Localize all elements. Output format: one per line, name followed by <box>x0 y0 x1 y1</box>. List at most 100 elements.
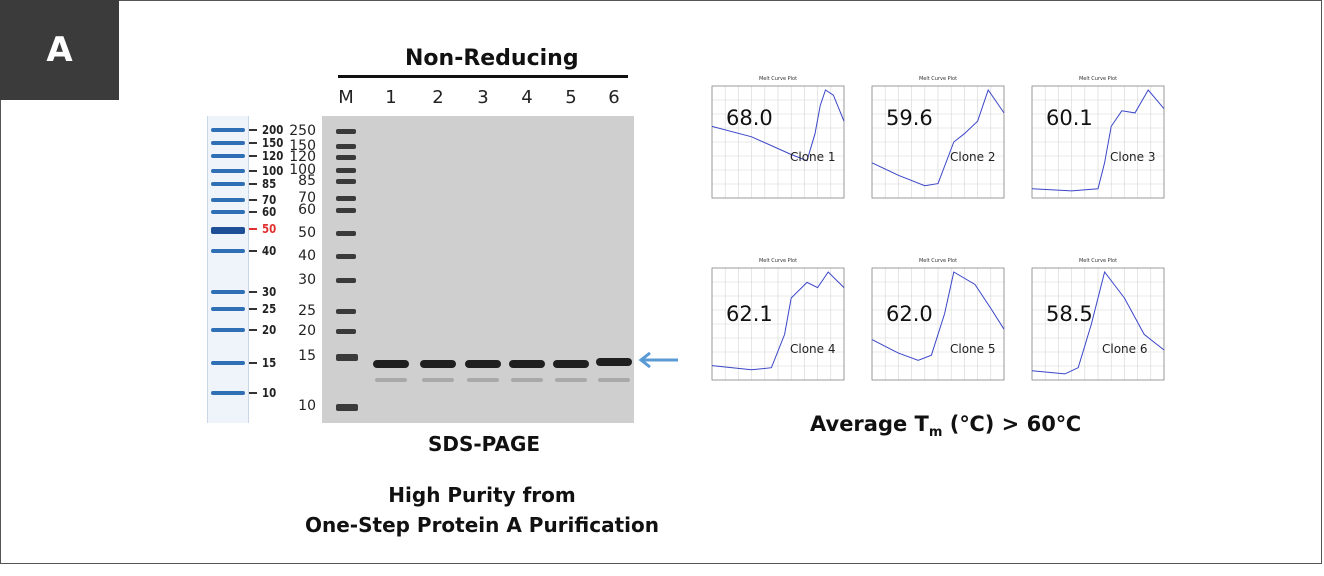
ladder-band <box>211 128 245 132</box>
melt-curve-plot: Melt Curve Plot 58.5 Clone 6 <box>1026 258 1170 394</box>
marker-band <box>336 329 356 334</box>
plot-title: Melt Curve Plot <box>1078 76 1118 82</box>
ladder-band <box>211 249 245 253</box>
gel-header-rule <box>338 75 628 78</box>
marker-band <box>336 231 356 236</box>
faint-band <box>375 378 407 382</box>
marker-band <box>336 196 356 201</box>
left-arrow-icon <box>638 352 678 368</box>
melt-curve-line <box>871 88 1005 187</box>
melt-curve-line <box>711 271 845 371</box>
ladder-band <box>211 391 245 395</box>
protein-ladder-strip <box>207 116 249 423</box>
melt-curve-plot: Melt Curve Plot 68.0 Clone 1 <box>706 76 850 212</box>
ladder-band <box>211 169 245 173</box>
ladder-tick <box>249 392 257 394</box>
plot-frame <box>871 267 1005 381</box>
melt-curve-plot: Melt Curve Plot 62.1 Clone 4 <box>706 258 850 394</box>
sample-band <box>465 360 501 368</box>
sds-page-gel <box>322 116 634 423</box>
mw-label: 40 <box>298 248 316 264</box>
melt-curve-svg <box>871 85 1005 199</box>
tm-value: 62.1 <box>726 302 773 326</box>
summary-suffix: (℃) > 60℃ <box>942 412 1082 436</box>
ladder-band <box>211 182 245 186</box>
ladder-band <box>211 328 245 332</box>
ladder-band <box>211 307 245 311</box>
melt-curve-svg <box>1031 85 1165 199</box>
marker-band <box>336 179 356 184</box>
gel-caption: SDS-PAGE <box>427 432 541 456</box>
summary-prefix: Average T <box>810 412 929 436</box>
mw-label: 50 <box>298 225 316 241</box>
mw-label: 30 <box>298 272 316 288</box>
mw-label: 25 <box>298 303 316 319</box>
ladder-label: 20 <box>262 323 277 337</box>
ladder-tick <box>249 228 257 230</box>
marker-band <box>336 254 356 259</box>
ladder-label: 25 <box>262 302 277 316</box>
ladder-band <box>211 198 245 202</box>
melt-curve-svg <box>1031 267 1165 381</box>
mw-label: 10 <box>298 398 316 414</box>
average-tm-summary: Average Tm (℃) > 60℃ <box>810 412 1081 440</box>
sample-band <box>553 360 589 368</box>
plot-title: Melt Curve Plot <box>1078 258 1118 264</box>
marker-band <box>336 309 356 314</box>
ladder-label: 150 <box>262 136 284 150</box>
tm-value: 62.0 <box>886 302 933 326</box>
faint-band <box>422 378 454 382</box>
ladder-tick <box>249 308 257 310</box>
clone-label: Clone 5 <box>950 342 996 356</box>
melt-curve-line <box>871 271 1005 361</box>
clone-label: Clone 6 <box>1102 342 1148 356</box>
ladder-tick <box>249 129 257 131</box>
tm-value: 58.5 <box>1046 302 1093 326</box>
mw-label: 20 <box>298 323 316 339</box>
gel-header: Non-Reducing <box>405 46 579 71</box>
faint-band <box>511 378 543 382</box>
melt-curve-svg <box>711 267 845 381</box>
ladder-tick <box>249 155 257 157</box>
melt-curve-plot: Melt Curve Plot 59.6 Clone 2 <box>866 76 1010 212</box>
ladder-tick <box>249 142 257 144</box>
lane-label: 3 <box>477 87 489 108</box>
tm-value: 68.0 <box>726 106 773 130</box>
ladder-band <box>211 210 245 214</box>
sample-band <box>373 360 409 368</box>
mw-label: 85 <box>298 173 316 189</box>
lane-label: 6 <box>608 87 620 108</box>
marker-band <box>336 278 356 283</box>
lane-label: 4 <box>521 87 533 108</box>
ladder-band <box>211 227 245 234</box>
marker-band <box>336 129 356 134</box>
melt-curve-svg <box>871 267 1005 381</box>
plot-title: Melt Curve Plot <box>918 76 958 82</box>
mw-label: 100 <box>289 162 316 178</box>
ladder-tick <box>249 183 257 185</box>
mw-label: 60 <box>298 202 316 218</box>
plot-frame <box>711 267 845 381</box>
ladder-band <box>211 141 245 145</box>
ladder-label: 40 <box>262 244 277 258</box>
clone-label: Clone 4 <box>790 342 836 356</box>
mw-label: 150 <box>289 138 316 154</box>
ladder-tick <box>249 199 257 201</box>
gel-description-line2: One-Step Protein A Purification <box>305 513 659 537</box>
lane-label: 2 <box>432 87 444 108</box>
melt-curve-plot: Melt Curve Plot 60.1 Clone 3 <box>1026 76 1170 212</box>
ladder-band <box>211 154 245 158</box>
marker-band <box>336 208 356 213</box>
ladder-label: 100 <box>262 164 284 178</box>
ladder-label: 60 <box>262 205 277 219</box>
ladder-tick <box>249 250 257 252</box>
ladder-label: 70 <box>262 193 277 207</box>
plot-frame <box>711 85 845 199</box>
ladder-band <box>211 361 245 365</box>
tm-value: 60.1 <box>1046 106 1093 130</box>
lane-label: 1 <box>385 87 397 108</box>
sample-band <box>596 358 632 366</box>
clone-label: Clone 1 <box>790 150 836 164</box>
ladder-label: 200 <box>262 123 284 137</box>
plot-frame <box>871 85 1005 199</box>
